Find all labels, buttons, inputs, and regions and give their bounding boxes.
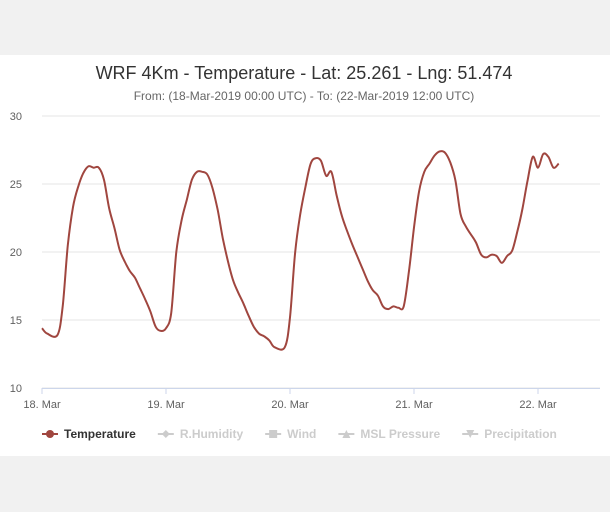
y-tick-label: 15 — [10, 315, 22, 327]
x-tick-label: 20. Mar — [271, 399, 309, 411]
legend-marker — [269, 430, 278, 438]
grid-lines — [42, 115, 600, 389]
legend-label: Precipitation — [484, 427, 557, 441]
x-tick-label: 22. Mar — [519, 399, 557, 411]
legend-label: R.Humidity — [180, 427, 244, 441]
y-tick-label: 10 — [10, 383, 22, 395]
x-tick-label: 21. Mar — [395, 399, 433, 411]
x-tick-label: 19. Mar — [147, 399, 185, 411]
legend-item-r-humidity[interactable]: R.Humidity — [157, 427, 244, 441]
legend-marker — [161, 430, 170, 438]
chart-card: WRF 4Km - Temperature - Lat: 25.261 - Ln… — [0, 55, 610, 456]
legend-item-wind[interactable]: Wind — [265, 427, 316, 441]
legend-item-precipitation[interactable]: Precipitation — [462, 427, 557, 441]
legend[interactable]: Temperature R.Humidity Wind MSL Pressure Pre… — [42, 427, 557, 441]
legend-label: MSL Pressure — [360, 427, 440, 441]
legend-item-temperature[interactable]: Temperature — [42, 427, 136, 441]
x-axis: 18. Mar 19. Mar 20. Mar 21. Mar 22. Mar — [23, 388, 600, 411]
chart-title: WRF 4Km - Temperature - Lat: 25.261 - Ln… — [96, 63, 513, 83]
series-layer — [41, 150, 560, 351]
y-axis: 10 15 20 25 30 — [10, 111, 22, 395]
legend-label: Wind — [287, 427, 316, 441]
x-tick-label: 18. Mar — [23, 399, 61, 411]
y-tick-label: 30 — [10, 111, 22, 123]
legend-label: Temperature — [64, 427, 136, 441]
series-line-temperature[interactable] — [41, 150, 560, 351]
y-tick-label: 20 — [10, 247, 22, 259]
y-tick-label: 25 — [10, 179, 22, 191]
chart-subtitle: From: (18-Mar-2019 00:00 UTC) - To: (22-… — [134, 89, 475, 103]
temperature-chart: WRF 4Km - Temperature - Lat: 25.261 - Ln… — [10, 63, 600, 441]
legend-item-msl-pressure[interactable]: MSL Pressure — [338, 427, 441, 441]
legend-marker — [46, 430, 54, 438]
legend-marker — [342, 430, 351, 438]
legend-marker — [466, 430, 475, 438]
